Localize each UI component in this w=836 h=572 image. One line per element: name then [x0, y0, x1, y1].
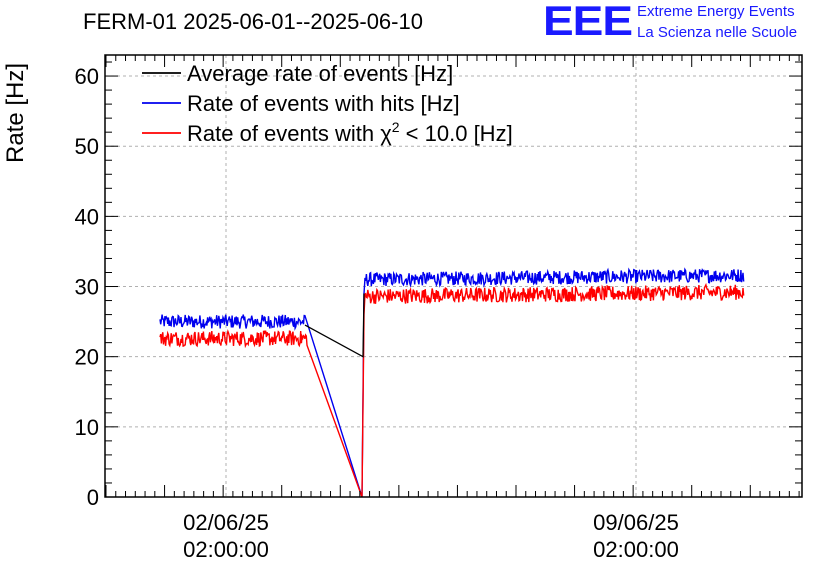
- y-tick-label: 40: [75, 204, 99, 229]
- org-name-line1: Extreme Energy Events: [637, 3, 795, 20]
- y-tick-label: 30: [75, 275, 99, 300]
- x-tick-label-date: 09/06/25: [593, 510, 679, 535]
- series-chi2-line: [159, 282, 745, 498]
- series-average-line: [304, 293, 365, 358]
- x-tick-label-time: 02:00:00: [183, 537, 269, 562]
- y-tick-label: 0: [87, 485, 99, 510]
- y-tick-label: 20: [75, 345, 99, 370]
- y-axis-label: Rate [Hz]: [2, 62, 29, 163]
- legend-label-average: Average rate of events [Hz]: [187, 61, 453, 86]
- legend-label-chi2: Rate of events with χ2 < 10.0 [Hz]: [187, 119, 513, 146]
- eee-logo: EEE: [543, 0, 633, 45]
- org-name-line2: La Scienza nelle Scuole: [637, 24, 798, 41]
- legend-label-hits: Rate of events with hits [Hz]: [187, 91, 460, 116]
- plot-frame: [104, 54, 803, 498]
- y-tick-label: 50: [75, 134, 99, 159]
- x-tick-label-time: 02:00:00: [593, 537, 679, 562]
- y-tick-label: 10: [75, 415, 99, 440]
- chart-title: FERM-01 2025-06-01--2025-06-10: [83, 9, 423, 34]
- x-tick-label-date: 02/06/25: [183, 510, 269, 535]
- y-tick-label: 60: [75, 64, 99, 89]
- series-hits-line: [159, 267, 745, 498]
